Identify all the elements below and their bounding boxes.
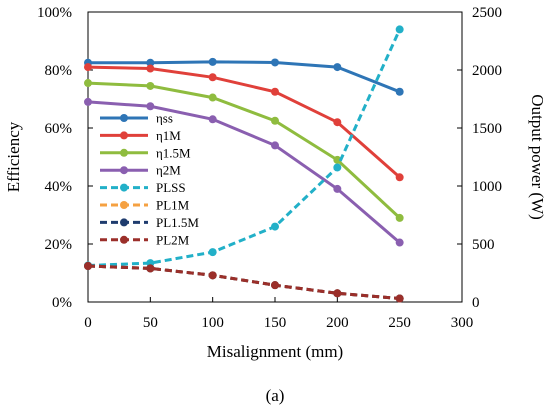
data-point-plss	[208, 248, 217, 257]
data-point--2m	[395, 238, 404, 247]
data-point--ss	[395, 87, 404, 96]
legend-label-plss: PLSS	[156, 180, 186, 195]
y-axis-left-title: Efficiency	[4, 121, 23, 192]
series-line--1m	[87, 65, 401, 179]
y-right-tick-label: 2500	[472, 5, 502, 21]
x-tick-label: 200	[326, 315, 349, 331]
legend-marker--2m	[120, 166, 128, 175]
legend-marker-pl1m	[120, 201, 128, 209]
data-point--1-5m	[208, 93, 217, 102]
data-point--1m	[271, 87, 279, 96]
data-point--1-5m	[146, 81, 155, 90]
legend-marker--1m	[120, 131, 128, 140]
legend-label--2m: η2M	[156, 163, 181, 178]
data-point--1-5m	[84, 79, 92, 88]
data-point-plss	[395, 25, 404, 34]
plot-frame	[87, 11, 463, 303]
x-tick-label: 50	[143, 315, 158, 331]
data-point--ss	[208, 57, 217, 66]
axes-group: 0 50 100 150 200 250 300 0% 20% 40% 60% 80% 100% 0 500…	[37, 5, 502, 331]
data-point--1m	[84, 63, 92, 72]
legend-marker--ss	[120, 114, 128, 122]
y-left-tick-label: 80%	[45, 63, 73, 79]
data-point-pl2m	[271, 281, 279, 290]
y-left-tick-label: 100%	[37, 5, 72, 21]
x-tick-label: 0	[84, 315, 92, 331]
data-point--1-5m	[395, 213, 404, 222]
x-tick-label: 150	[264, 315, 287, 331]
data-point-plss	[333, 163, 342, 172]
y-axis-right-title: Output power (W)	[528, 94, 547, 220]
data-point-pl2m	[208, 271, 217, 280]
data-point--ss	[271, 58, 279, 67]
data-point--1-5m	[333, 155, 342, 164]
y-right-tick-label: 1000	[472, 179, 502, 195]
data-point-plss	[271, 222, 279, 231]
legend-label-pl2m: PL2M	[156, 232, 190, 247]
x-tick-label: 100	[201, 315, 224, 331]
data-point--1m	[395, 173, 404, 182]
series-line--ss	[88, 60, 401, 94]
data-point-pl2m	[333, 289, 342, 298]
data-point--ss	[333, 63, 342, 72]
data-point-pl2m	[146, 264, 155, 273]
series-line--1-5m	[87, 81, 401, 219]
y-left-tick-label: 0%	[52, 295, 72, 311]
data-point--2m	[146, 102, 155, 111]
y-right-tick-label: 2000	[472, 63, 502, 79]
legend-marker-plss	[120, 183, 128, 192]
x-tick-label: 250	[388, 315, 411, 331]
data-point--2m	[271, 141, 279, 150]
x-tick-label: 300	[451, 315, 474, 331]
legend-label--1-5m: η1.5M	[156, 145, 191, 160]
series-line-plss	[87, 28, 402, 267]
legend-marker-pl2m	[120, 235, 128, 244]
data-point--1-5m	[271, 116, 279, 125]
data-point--2m	[208, 115, 217, 124]
data-point-pl2m	[84, 262, 92, 271]
data-point-pl2m	[395, 294, 404, 303]
data-point--1m	[333, 118, 342, 127]
y-left-tick-label: 60%	[45, 121, 73, 137]
legend-label-pl1m: PL1M	[156, 198, 190, 213]
data-point--ss	[146, 58, 155, 67]
data-point--2m	[84, 97, 92, 106]
series-line-pl2m	[87, 264, 400, 300]
data-point--1m	[146, 64, 155, 73]
legend-label-pl1-5m: PL1.5M	[156, 215, 199, 230]
legend-label--1m: η1M	[156, 128, 181, 143]
y-right-tick-label: 1500	[472, 121, 502, 137]
series-line--2m	[87, 100, 401, 244]
legend-marker-pl1-5m	[120, 218, 128, 227]
legend: ηss η1M η1.5M η2M PLSS PL1M PL1.5M PL2M	[100, 111, 199, 247]
data-point--2m	[333, 184, 342, 193]
y-right-tick-label: 0	[472, 295, 480, 311]
x-axis-title: Misalignment (mm)	[207, 342, 343, 361]
legend-label--ss: ηss	[156, 111, 173, 126]
series-group	[84, 25, 404, 303]
y-left-tick-label: 20%	[45, 237, 73, 253]
y-left-tick-label: 40%	[45, 179, 73, 195]
data-point--1m	[208, 73, 217, 82]
legend-marker--1-5m	[120, 148, 128, 157]
figure-caption: (a)	[266, 386, 285, 405]
y-right-tick-label: 500	[472, 237, 495, 253]
